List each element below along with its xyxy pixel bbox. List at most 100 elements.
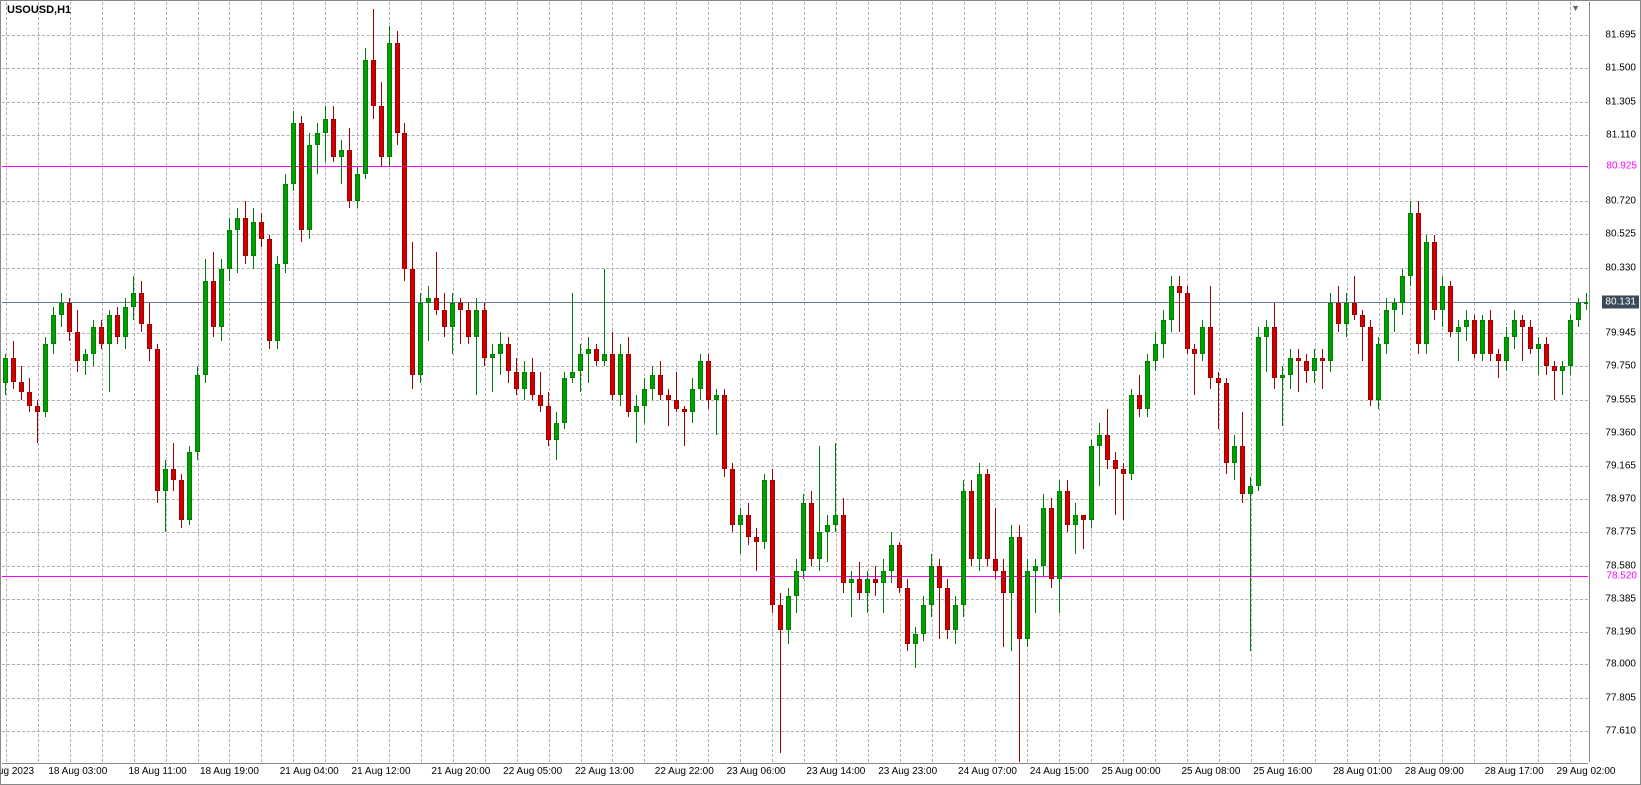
candle-body[interactable] — [1376, 344, 1381, 400]
candle-body[interactable] — [666, 395, 671, 400]
candle-body[interactable] — [913, 634, 918, 644]
candle-body[interactable] — [83, 354, 88, 361]
candle-body[interactable] — [1336, 303, 1341, 323]
candle-body[interactable] — [1400, 276, 1405, 303]
candle-body[interactable] — [714, 395, 719, 400]
candle-body[interactable] — [538, 395, 543, 405]
candle-body[interactable] — [1288, 358, 1293, 375]
candle-body[interactable] — [570, 372, 575, 379]
candle-body[interactable] — [1488, 320, 1493, 354]
candle-body[interactable] — [778, 605, 783, 631]
candle-body[interactable] — [51, 315, 56, 344]
candle-body[interactable] — [19, 382, 24, 392]
candle-body[interactable] — [442, 310, 447, 327]
candle-body[interactable] — [267, 239, 272, 341]
candle-body[interactable] — [1304, 361, 1309, 371]
candle-body[interactable] — [1520, 320, 1525, 327]
plot-area[interactable] — [2, 2, 1588, 762]
candle-body[interactable] — [1496, 354, 1501, 361]
candle-body[interactable] — [1232, 446, 1237, 463]
candle-body[interactable] — [786, 596, 791, 630]
candle-body[interactable] — [554, 423, 559, 440]
candle-body[interactable] — [873, 579, 878, 582]
candle-body[interactable] — [945, 588, 950, 631]
candle-body[interactable] — [1049, 508, 1054, 580]
candle-body[interactable] — [131, 293, 136, 307]
candle-body[interactable] — [921, 605, 926, 634]
candle-body[interactable] — [905, 588, 910, 644]
candle-body[interactable] — [1312, 358, 1317, 372]
candle-body[interactable] — [275, 264, 280, 341]
candle-body[interactable] — [578, 354, 583, 371]
candle-body[interactable] — [889, 545, 894, 571]
candle-body[interactable] — [91, 327, 96, 354]
candle-body[interactable] — [1129, 395, 1134, 473]
candle-body[interactable] — [1200, 327, 1205, 354]
candle-body[interactable] — [1089, 446, 1094, 519]
candle-body[interactable] — [339, 150, 344, 157]
candle-body[interactable] — [1081, 515, 1086, 520]
candle-body[interactable] — [1216, 378, 1221, 383]
candle-body[interactable] — [347, 150, 352, 201]
candle-body[interactable] — [1512, 320, 1517, 337]
candle-body[interactable] — [1528, 327, 1533, 349]
candle-body[interactable] — [897, 545, 902, 588]
candle-body[interactable] — [410, 269, 415, 375]
candle-body[interactable] — [1352, 303, 1357, 315]
candle-body[interactable] — [211, 281, 216, 327]
candle-body[interactable] — [586, 349, 591, 354]
candle-body[interactable] — [235, 218, 240, 230]
candle-body[interactable] — [658, 375, 663, 395]
candle-body[interactable] — [1208, 327, 1213, 378]
candle-body[interactable] — [1185, 293, 1190, 349]
candle-body[interactable] — [67, 303, 72, 332]
candle-body[interactable] — [434, 298, 439, 310]
candle-body[interactable] — [1177, 286, 1182, 293]
candle-body[interactable] — [1280, 375, 1285, 378]
candle-body[interactable] — [1073, 515, 1078, 525]
candle-body[interactable] — [1416, 213, 1421, 344]
candle-body[interactable] — [450, 303, 455, 327]
candle-body[interactable] — [474, 310, 479, 337]
candle-body[interactable] — [299, 123, 304, 230]
candle-body[interactable] — [1504, 337, 1509, 361]
candle-body[interactable] — [1033, 566, 1038, 571]
candle-body[interactable] — [698, 361, 703, 388]
candle-body[interactable] — [546, 406, 551, 440]
candle-body[interactable] — [227, 230, 232, 269]
candle-body[interactable] — [833, 515, 838, 525]
candle-body[interactable] — [977, 474, 982, 559]
candle-body[interactable] — [75, 332, 80, 361]
candle-body[interactable] — [794, 571, 799, 597]
candle-body[interactable] — [1584, 302, 1589, 304]
candle-body[interactable] — [849, 579, 854, 582]
candle-body[interactable] — [762, 480, 767, 541]
candle-body[interactable] — [1105, 435, 1110, 461]
candle-body[interactable] — [1368, 327, 1373, 400]
candle-body[interactable] — [1113, 460, 1118, 469]
candle-body[interactable] — [187, 452, 192, 520]
candle-body[interactable] — [514, 372, 519, 389]
candle-body[interactable] — [1456, 327, 1461, 332]
candle-body[interactable] — [841, 515, 846, 583]
candle-body[interactable] — [35, 406, 40, 413]
candle-body[interactable] — [43, 344, 48, 412]
candle-body[interactable] — [650, 375, 655, 389]
candle-body[interactable] — [594, 349, 599, 361]
candle-body[interactable] — [466, 310, 471, 337]
candle-body[interactable] — [1097, 435, 1102, 447]
candle-body[interactable] — [323, 119, 328, 133]
candle-body[interactable] — [1224, 383, 1229, 463]
candle-body[interactable] — [1017, 537, 1022, 639]
candle-body[interactable] — [371, 60, 376, 106]
candle-body[interactable] — [530, 372, 535, 396]
candle-body[interactable] — [171, 469, 176, 481]
candle-body[interactable] — [1328, 303, 1333, 361]
candle-body[interactable] — [387, 43, 392, 157]
candle-body[interactable] — [1057, 491, 1062, 580]
candle-body[interactable] — [1153, 344, 1158, 361]
candle-body[interactable] — [1560, 366, 1565, 371]
candle-body[interactable] — [363, 60, 368, 174]
candle-body[interactable] — [1272, 327, 1277, 378]
candle-body[interactable] — [618, 354, 623, 395]
